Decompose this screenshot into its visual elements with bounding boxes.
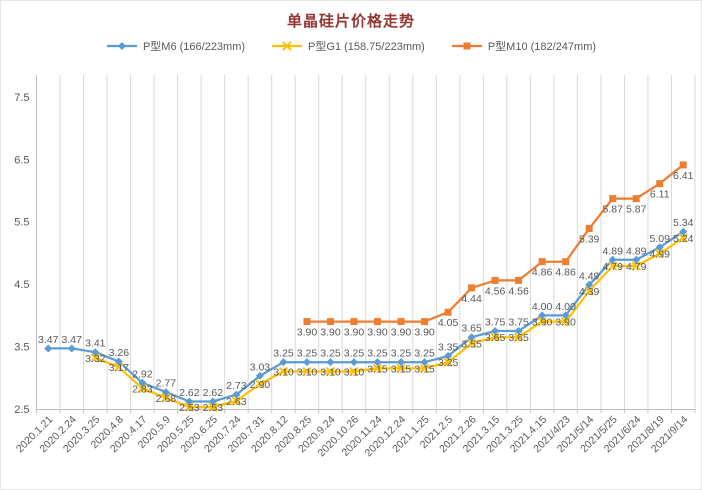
svg-text:3.90: 3.90 (555, 317, 576, 329)
svg-text:4.00: 4.00 (555, 301, 576, 313)
legend-item-m10[interactable]: P型M10 (182/247mm) (451, 38, 596, 54)
svg-text:2.53: 2.53 (203, 402, 224, 414)
svg-text:4.00: 4.00 (532, 301, 553, 313)
svg-text:5.09: 5.09 (650, 233, 671, 245)
legend: P型M6 (166/223mm) P型G1 (158.75/223mm) P型M… (1, 38, 701, 54)
svg-text:2.73: 2.73 (226, 380, 247, 392)
svg-text:4.56: 4.56 (508, 285, 529, 297)
svg-text:2.62: 2.62 (179, 387, 200, 399)
series-g1-labels: 3.323.172.832.682.53 2.532.632.903.10 3.10… (85, 233, 694, 414)
m10-line-marker-icon (451, 42, 482, 50)
svg-text:4.49: 4.49 (579, 270, 600, 282)
svg-text:5.34: 5.34 (673, 217, 694, 229)
svg-text:7.5: 7.5 (14, 92, 29, 104)
svg-text:4.79: 4.79 (602, 261, 623, 273)
svg-text:3.90: 3.90 (414, 327, 435, 339)
svg-text:3.5: 3.5 (14, 342, 29, 354)
svg-text:3.15: 3.15 (414, 363, 435, 375)
svg-text:2.5: 2.5 (14, 404, 29, 416)
svg-text:2.62: 2.62 (203, 387, 224, 399)
legend-label-m10: P型M10 (182/247mm) (487, 41, 597, 53)
svg-text:3.25: 3.25 (438, 357, 459, 369)
svg-text:5.87: 5.87 (602, 204, 623, 216)
svg-text:4.86: 4.86 (555, 267, 576, 279)
svg-text:5.39: 5.39 (579, 234, 600, 246)
svg-text:3.90: 3.90 (297, 327, 318, 339)
svg-text:2.92: 2.92 (132, 368, 153, 380)
svg-text:4.86: 4.86 (532, 267, 553, 279)
svg-text:6.41: 6.41 (673, 170, 694, 182)
svg-text:6.5: 6.5 (14, 154, 29, 166)
svg-text:3.03: 3.03 (250, 361, 271, 373)
svg-text:4.05: 4.05 (438, 317, 459, 329)
svg-text:3.90: 3.90 (391, 327, 412, 339)
svg-text:3.25: 3.25 (414, 348, 435, 360)
series-m10-labels: 3.90 3.90 3.90 3.90 3.90 3.904.054.444.56 4.56… (297, 170, 694, 339)
legend-label-g1: P型G1 (158.75/223mm) (308, 41, 425, 53)
svg-text:3.65: 3.65 (461, 323, 482, 335)
svg-text:3.90: 3.90 (532, 317, 553, 329)
series-m6-labels: 3.47 3.47 3.413.262.922.772.62 2.622.733.03… (38, 217, 694, 399)
chart-title: 单晶硅片价格走势 (286, 13, 415, 30)
svg-text:4.89: 4.89 (602, 245, 623, 257)
series-m10[interactable] (303, 161, 687, 326)
svg-text:3.25: 3.25 (391, 348, 412, 360)
svg-text:3.25: 3.25 (297, 348, 318, 360)
svg-text:4.39: 4.39 (579, 286, 600, 298)
svg-text:3.15: 3.15 (367, 363, 388, 375)
svg-text:2.83: 2.83 (132, 383, 153, 395)
svg-text:3.10: 3.10 (320, 367, 341, 379)
axes (35, 75, 696, 413)
svg-text:3.90: 3.90 (367, 327, 388, 339)
svg-text:4.99: 4.99 (650, 249, 671, 261)
legend-label-m6: P型M6 (166/223mm) (142, 41, 246, 53)
svg-text:4.79: 4.79 (626, 261, 647, 273)
svg-text:2.90: 2.90 (250, 379, 271, 391)
g1-line-marker-icon (272, 41, 303, 51)
svg-text:3.75: 3.75 (508, 316, 529, 328)
svg-text:3.25: 3.25 (367, 348, 388, 360)
svg-text:3.55: 3.55 (461, 338, 482, 350)
svg-text:5.5: 5.5 (14, 217, 29, 229)
svg-text:3.25: 3.25 (320, 348, 341, 360)
svg-text:4.5: 4.5 (14, 279, 29, 291)
svg-text:3.90: 3.90 (344, 327, 365, 339)
svg-text:5.87: 5.87 (626, 204, 647, 216)
svg-text:3.15: 3.15 (391, 363, 412, 375)
svg-text:3.32: 3.32 (85, 353, 106, 365)
svg-text:3.47: 3.47 (62, 334, 83, 346)
svg-text:2.63: 2.63 (226, 396, 247, 408)
y-axis-tick-labels: 2.5 3.5 4.5 5.5 6.5 7.5 (14, 92, 29, 416)
series-g1[interactable] (90, 233, 688, 412)
svg-text:4.44: 4.44 (461, 293, 482, 305)
series-m6[interactable] (44, 227, 688, 406)
svg-text:3.17: 3.17 (109, 362, 130, 374)
m6-line-marker-icon (106, 42, 137, 50)
svg-text:2.68: 2.68 (156, 393, 177, 405)
svg-text:4.89: 4.89 (626, 245, 647, 257)
svg-text:3.25: 3.25 (344, 348, 365, 360)
svg-text:3.41: 3.41 (85, 338, 106, 350)
svg-text:3.47: 3.47 (38, 334, 59, 346)
svg-text:3.10: 3.10 (297, 367, 318, 379)
svg-text:3.26: 3.26 (109, 347, 130, 359)
svg-text:6.11: 6.11 (650, 189, 670, 201)
legend-item-m6[interactable]: P型M6 (166/223mm) (106, 38, 245, 54)
svg-text:3.10: 3.10 (344, 367, 365, 379)
svg-text:5.24: 5.24 (673, 233, 694, 245)
svg-text:3.65: 3.65 (508, 332, 529, 344)
x-axis-tick-labels: 2020.1.212020.2.242020.3.252020.4.82020.… (14, 414, 691, 460)
svg-text:3.90: 3.90 (320, 327, 341, 339)
svg-text:3.65: 3.65 (485, 332, 506, 344)
svg-text:3.25: 3.25 (273, 348, 294, 360)
svg-text:2.77: 2.77 (156, 378, 177, 390)
svg-text:4.56: 4.56 (485, 285, 506, 297)
legend-item-g1[interactable]: P型G1 (158.75/223mm) (271, 38, 425, 54)
svg-text:3.10: 3.10 (273, 367, 294, 379)
svg-text:2.53: 2.53 (179, 402, 200, 414)
svg-text:3.75: 3.75 (485, 316, 506, 328)
svg-text:3.35: 3.35 (438, 341, 459, 353)
